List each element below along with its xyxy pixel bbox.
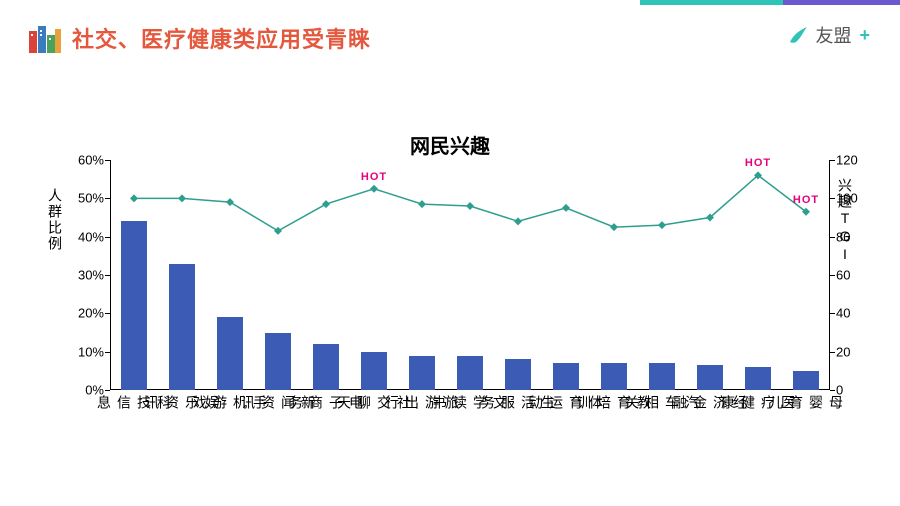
bar [169,264,195,391]
bar [745,367,771,390]
left-tick-label: 60% [64,153,104,168]
chart-title: 网民兴趣 [0,130,900,159]
tgi-marker [178,194,186,202]
header: 社交、医疗健康类应用受青睐 [28,22,371,54]
bar [313,344,339,390]
page-root: 社交、医疗健康类应用受青睐 友盟 + 网民兴趣 人群比例 兴趣TGI 0%10%… [0,0,900,506]
bar [121,221,147,390]
hot-label: HOT [361,171,387,183]
bar [601,363,627,390]
right-tick [830,352,835,353]
right-tick [830,275,835,276]
tgi-marker [562,204,570,212]
right-tick [830,313,835,314]
left-axis-label: 人群比例 [45,188,65,252]
brand-name: 友盟 [815,22,851,48]
tgi-marker [418,200,426,208]
left-tick-label: 20% [64,306,104,321]
tgi-marker [130,194,138,202]
tgi-marker [610,223,618,231]
right-tick-label: 100 [836,191,876,206]
left-tick [105,198,110,199]
bar [793,371,819,390]
tgi-marker [274,227,282,235]
tgi-marker [226,198,234,206]
bar [265,333,291,391]
tgi-marker [322,200,330,208]
tgi-marker [514,217,522,225]
left-tick-label: 30% [64,268,104,283]
page-title: 社交、医疗健康类应用受青睐 [72,22,371,54]
brand-bird-icon [787,24,809,46]
bar [505,359,531,390]
right-tick-label: 120 [836,153,876,168]
bar [409,356,435,391]
right-tick-label: 40 [836,306,876,321]
left-tick [105,237,110,238]
left-tick [105,160,110,161]
left-tick [105,390,110,391]
right-tick-label: 80 [836,229,876,244]
right-tick [830,198,835,199]
top-accent-stripe [640,0,900,5]
buildings-icon [28,23,62,53]
tgi-marker [658,221,666,229]
left-tick [105,352,110,353]
bar [217,317,243,390]
left-tick [105,275,110,276]
right-tick [830,160,835,161]
right-tick [830,390,835,391]
brand-logo: 友盟 + [787,22,870,48]
left-tick-label: 40% [64,229,104,244]
right-tick-label: 20 [836,344,876,359]
left-tick-label: 10% [64,344,104,359]
tgi-marker [370,185,378,193]
bar [697,365,723,390]
hot-label: HOT [745,157,771,169]
bar [457,356,483,391]
hot-label: HOT [793,194,819,206]
left-tick-label: 50% [64,191,104,206]
bar [361,352,387,390]
x-category-label: 母婴育儿 [766,395,846,410]
left-tick [105,313,110,314]
bar [649,363,675,390]
chart-plot-area: 0%10%20%30%40%50%60%020406080100120HOTHO… [110,160,830,390]
right-tick [830,237,835,238]
right-tick-label: 60 [836,268,876,283]
bar [553,363,579,390]
brand-suffix: + [859,25,870,46]
tgi-marker [466,202,474,210]
